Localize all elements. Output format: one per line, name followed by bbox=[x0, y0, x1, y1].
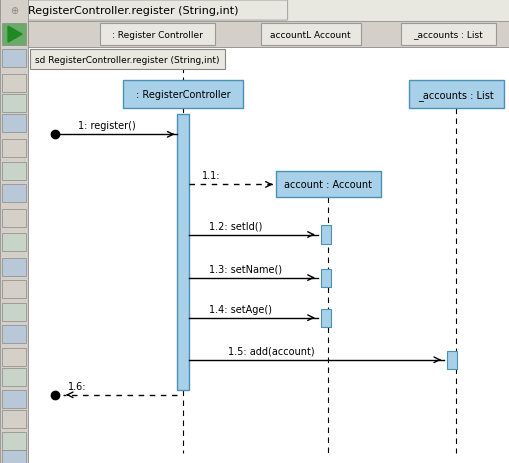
Bar bbox=[2, 140, 26, 158]
Bar bbox=[123, 81, 243, 109]
Text: _accounts : List: _accounts : List bbox=[417, 89, 493, 100]
Bar bbox=[2, 410, 26, 428]
Polygon shape bbox=[8, 27, 22, 43]
Text: 1.3: setName(): 1.3: setName() bbox=[208, 264, 281, 274]
Bar bbox=[2, 368, 26, 386]
Bar bbox=[2, 280, 26, 298]
Bar bbox=[2, 95, 26, 113]
Bar bbox=[408, 81, 503, 109]
Bar bbox=[2, 390, 26, 408]
Text: sd RegisterController.register (String,int): sd RegisterController.register (String,i… bbox=[35, 56, 219, 64]
Bar bbox=[0, 0, 28, 463]
Text: RegisterController.register (String,int): RegisterController.register (String,int) bbox=[28, 6, 238, 16]
Bar bbox=[2, 450, 26, 463]
Bar bbox=[260, 24, 360, 46]
Bar bbox=[2, 163, 26, 181]
FancyBboxPatch shape bbox=[5, 1, 287, 21]
Text: 1.4: setAge(): 1.4: setAge() bbox=[208, 304, 271, 314]
Bar bbox=[2, 185, 26, 203]
Text: 1.6:: 1.6: bbox=[68, 381, 87, 391]
Bar bbox=[2, 75, 26, 93]
Bar bbox=[2, 348, 26, 366]
Bar bbox=[0, 0, 509, 22]
Text: account : Account: account : Account bbox=[283, 180, 371, 190]
Bar bbox=[2, 210, 26, 228]
Text: 1.2: setId(): 1.2: setId() bbox=[208, 221, 262, 231]
Bar bbox=[2, 233, 26, 251]
Text: 1: register(): 1: register() bbox=[77, 121, 135, 131]
Bar bbox=[2, 50, 26, 68]
Text: 1.1:: 1.1: bbox=[202, 171, 220, 181]
Bar bbox=[2, 303, 26, 321]
Text: : RegisterController: : RegisterController bbox=[136, 90, 230, 100]
Bar bbox=[2, 115, 26, 133]
FancyBboxPatch shape bbox=[2, 24, 26, 46]
Bar bbox=[2, 432, 26, 450]
Bar bbox=[2, 258, 26, 276]
Bar bbox=[28, 22, 509, 48]
Bar bbox=[100, 24, 215, 46]
Bar bbox=[320, 309, 330, 327]
Text: : Register Controller: : Register Controller bbox=[111, 31, 203, 39]
Text: accountL Account: accountL Account bbox=[270, 31, 350, 39]
Bar bbox=[400, 24, 495, 46]
Text: 1.5: add(account): 1.5: add(account) bbox=[227, 346, 314, 356]
Bar bbox=[2, 325, 26, 343]
Bar bbox=[28, 48, 509, 463]
Bar bbox=[177, 115, 189, 390]
Bar bbox=[446, 351, 456, 369]
Bar bbox=[275, 172, 380, 198]
Bar bbox=[30, 50, 225, 70]
Bar bbox=[320, 269, 330, 287]
Text: _accounts : List: _accounts : List bbox=[412, 31, 482, 39]
Bar bbox=[320, 226, 330, 244]
Text: ⊕: ⊕ bbox=[10, 6, 18, 16]
